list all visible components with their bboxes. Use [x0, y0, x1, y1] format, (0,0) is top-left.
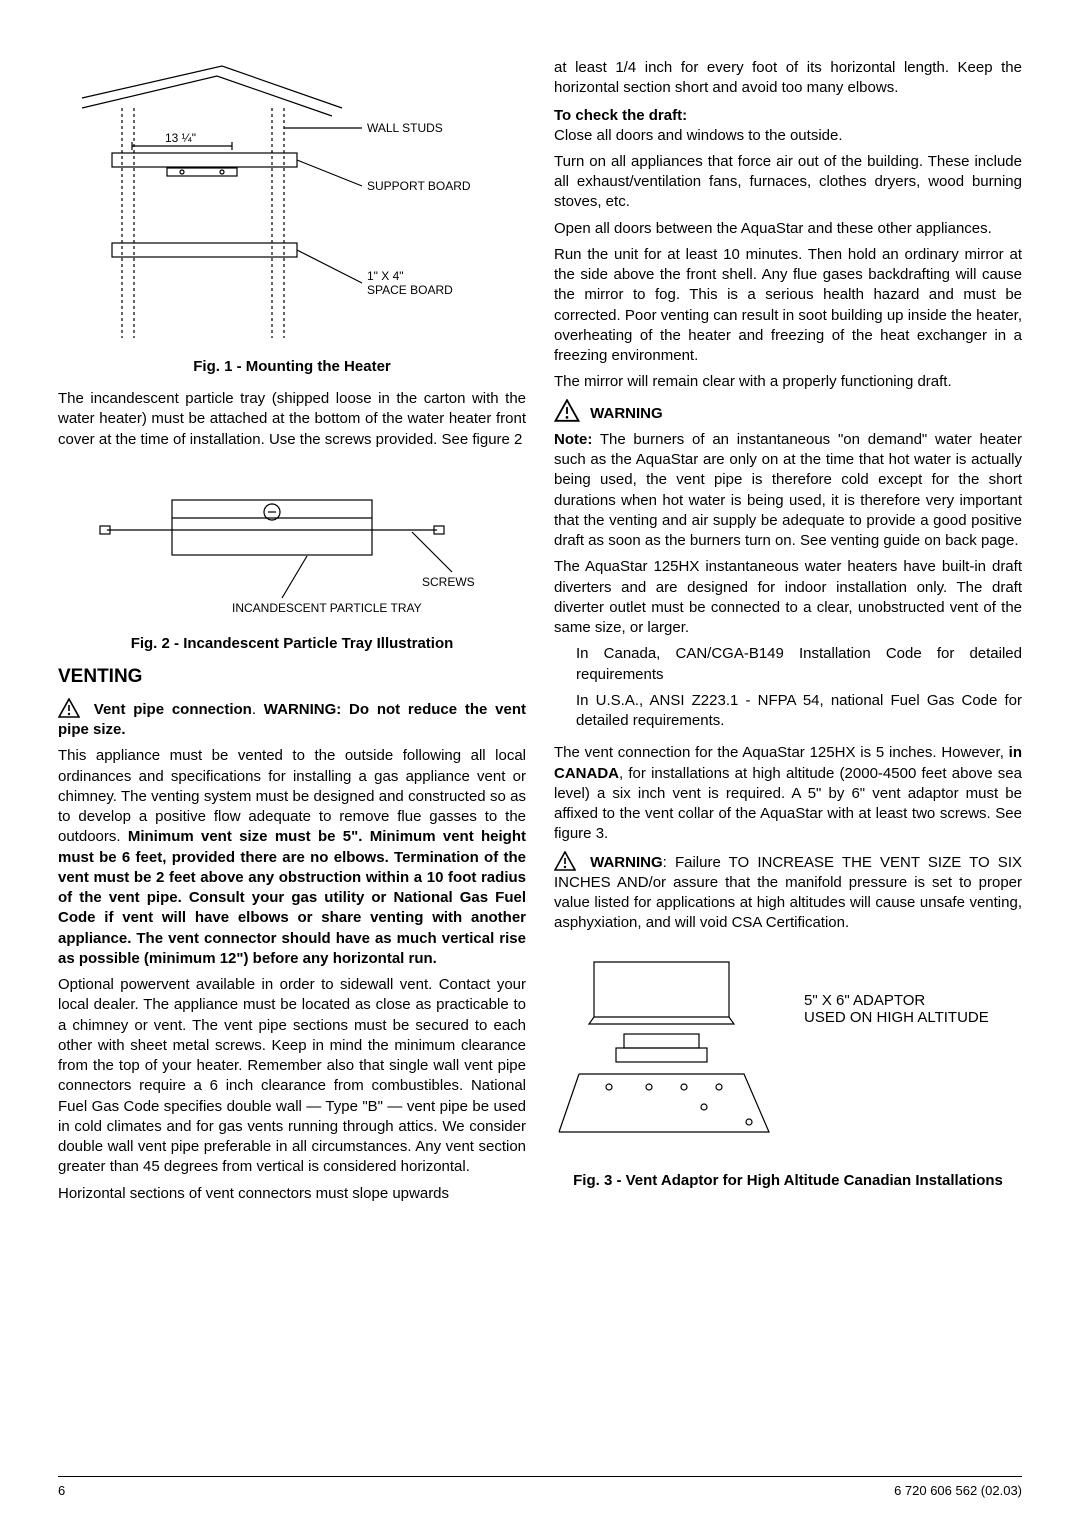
fig3-diagram	[554, 952, 784, 1142]
fig1-caption: Fig. 1 - Mounting the Heater	[58, 358, 526, 375]
fig1-supportboard: SUPPORT BOARD	[367, 179, 471, 193]
fig1-dimension: 13 ¼"	[165, 131, 196, 145]
para-run-unit: Run the unit for at least 10 minutes. Th…	[554, 245, 1022, 367]
warning-heading: WARNING	[554, 399, 1022, 424]
fig1-spaceboard2: SPACE BOARD	[367, 283, 453, 297]
fig1-wallstuds: WALL STUDS	[367, 121, 443, 135]
para-slope: at least 1/4 inch for every foot of its …	[554, 58, 1022, 99]
fig2-caption: Fig. 2 - Incandescent Particle Tray Illu…	[58, 635, 526, 652]
para-usa: In U.S.A., ANSI Z223.1 - NFPA 54, nation…	[576, 691, 1022, 732]
para-venting-spec: This appliance must be vented to the out…	[58, 746, 526, 969]
warning-ventsize: WARNING: Failure TO INCREASE THE VENT SI…	[554, 851, 1022, 934]
fig2-screws: SCREWS	[422, 575, 475, 589]
para-powervent: Optional powervent available in order to…	[58, 975, 526, 1178]
para-open-doors: Open all doors between the AquaStar and …	[554, 219, 1022, 239]
warning-icon	[554, 399, 580, 422]
fig2-diagram: SCREWS INCANDESCENT PARTICLE TRAY	[72, 460, 512, 625]
warning-icon	[554, 851, 576, 871]
para-note: Note: The burners of an instantaneous "o…	[554, 430, 1022, 552]
para-vent-connection: The vent connection for the AquaStar 125…	[554, 743, 1022, 844]
para-mirror: The mirror will remain clear with a prop…	[554, 372, 1022, 392]
para-tray-install: The incandescent particle tray (shipped …	[58, 389, 526, 450]
page-footer: 6 6 720 606 562 (02.03)	[58, 1476, 1022, 1498]
fig3-caption: Fig. 3 - Vent Adaptor for High Altitude …	[554, 1172, 1022, 1189]
fig2-tray: INCANDESCENT PARTICLE TRAY	[232, 601, 422, 615]
para-aquastar: The AquaStar 125HX instantaneous water h…	[554, 557, 1022, 638]
left-column: 13 ¼" WALL STUDS SUPPORT BOARD 1" X 4" S…	[58, 58, 526, 1210]
fig3-label: 5" X 6" ADAPTORUSED ON HIGH ALTITUDE	[804, 992, 1004, 1026]
para-turn-on: Turn on all appliances that force air ou…	[554, 152, 1022, 213]
fig3-container: 5" X 6" ADAPTORUSED ON HIGH ALTITUDE	[554, 952, 1022, 1162]
vent-warning1: Vent pipe connection. WARNING: Do not re…	[58, 698, 526, 741]
venting-title: VENTING	[58, 666, 526, 688]
para-canada: In Canada, CAN/CGA-B149 Installation Cod…	[576, 644, 1022, 685]
fig1-diagram: 13 ¼" WALL STUDS SUPPORT BOARD 1" X 4" S…	[72, 58, 512, 348]
subhead-check-draft: To check the draft:	[554, 107, 1022, 124]
fig1-spaceboard1: 1" X 4"	[367, 269, 404, 283]
page-number: 6	[58, 1483, 65, 1498]
para-horizontal: Horizontal sections of vent connectors m…	[58, 1184, 526, 1204]
warning-icon	[58, 698, 80, 718]
right-column: at least 1/4 inch for every foot of its …	[554, 58, 1022, 1210]
para-close-doors: Close all doors and windows to the outsi…	[554, 126, 1022, 146]
doc-code: 6 720 606 562 (02.03)	[894, 1483, 1022, 1498]
